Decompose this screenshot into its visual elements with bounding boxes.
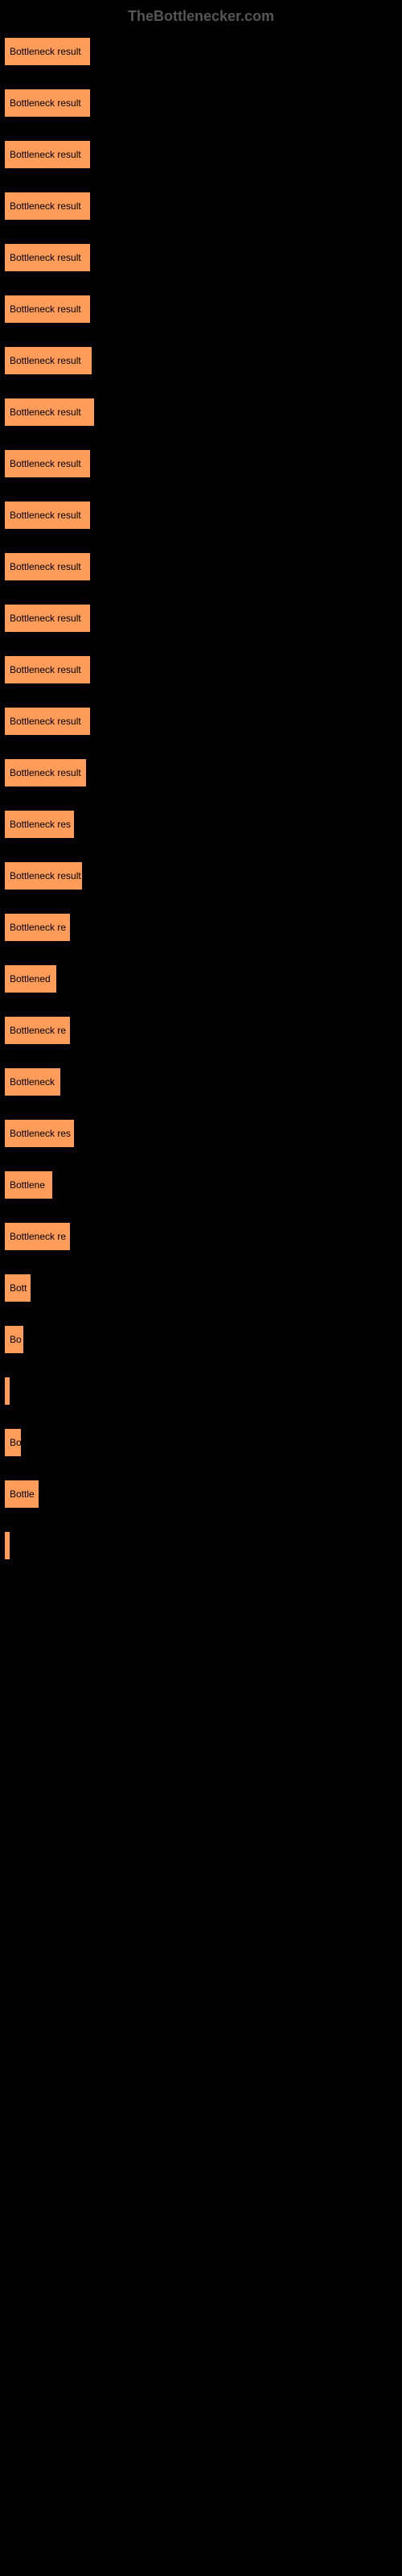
bar-row: Bottleneck res: [4, 810, 398, 839]
bar: Bottleneck result: [4, 295, 91, 324]
bar-row: Bottlened: [4, 964, 398, 993]
bar-row: Bottleneck result: [4, 604, 398, 633]
bar-row: Bottleneck result: [4, 655, 398, 684]
bar-row: Bottle: [4, 1480, 398, 1509]
bar: [4, 1377, 10, 1406]
bar: Bottleneck result: [4, 861, 83, 890]
bar: Bottleneck result: [4, 449, 91, 478]
bar-row: [4, 1531, 398, 1560]
bar: [4, 1531, 10, 1560]
bar-row: Bottleneck re: [4, 1016, 398, 1045]
bar-row: Bottleneck result: [4, 243, 398, 272]
bar: Bott: [4, 1274, 31, 1302]
bar-row: Bottleneck result: [4, 707, 398, 736]
bar: Bottlene: [4, 1170, 53, 1199]
bar-row: Bottleneck result: [4, 37, 398, 66]
bar: Bottleneck result: [4, 192, 91, 221]
bar: Bottleneck result: [4, 758, 87, 787]
bar: Bottleneck result: [4, 398, 95, 427]
bar-row: Bottleneck result: [4, 140, 398, 169]
bar-row: Bottleneck result: [4, 89, 398, 118]
bar: Bottleneck result: [4, 552, 91, 581]
bar: Bottleneck result: [4, 707, 91, 736]
bar: Bottleneck result: [4, 346, 92, 375]
bar-row: Bott: [4, 1274, 398, 1302]
bar-row: [4, 1377, 398, 1406]
bar-row: Bottleneck result: [4, 398, 398, 427]
bar: Bottleneck result: [4, 655, 91, 684]
bar: Bottleneck res: [4, 810, 75, 839]
bar-row: Bottleneck result: [4, 295, 398, 324]
bar-row: Bottleneck result: [4, 192, 398, 221]
bar: Bottleneck re: [4, 1016, 71, 1045]
bar-row: Bottleneck result: [4, 346, 398, 375]
bar-chart: Bottleneck result Bottleneck result Bottle…: [4, 37, 398, 1560]
bar-row: Bottlene: [4, 1170, 398, 1199]
bar-row: Bottleneck result: [4, 861, 398, 890]
bar: Bottleneck res: [4, 1119, 75, 1148]
bar-row: Bottleneck: [4, 1067, 398, 1096]
bar-row: Bo: [4, 1428, 398, 1457]
bar: Bottleneck result: [4, 243, 91, 272]
bar-row: Bottleneck result: [4, 449, 398, 478]
bar-row: Bo: [4, 1325, 398, 1354]
bar: Bottleneck re: [4, 913, 71, 942]
bar-row: Bottleneck re: [4, 913, 398, 942]
bar: Bottleneck: [4, 1067, 61, 1096]
bar-row: Bottleneck result: [4, 758, 398, 787]
bar: Bottlened: [4, 964, 57, 993]
bar: Bottleneck result: [4, 89, 91, 118]
bar: Bo: [4, 1325, 24, 1354]
bar: Bo: [4, 1428, 22, 1457]
bar-row: Bottleneck re: [4, 1222, 398, 1251]
watermark-text: TheBottlenecker.com: [4, 8, 398, 25]
bar: Bottleneck result: [4, 501, 91, 530]
bar: Bottleneck result: [4, 604, 91, 633]
bar-row: Bottleneck result: [4, 501, 398, 530]
bar: Bottleneck re: [4, 1222, 71, 1251]
bar: Bottleneck result: [4, 140, 91, 169]
bar-row: Bottleneck result: [4, 552, 398, 581]
bar-row: Bottleneck res: [4, 1119, 398, 1148]
bar: Bottleneck result: [4, 37, 91, 66]
bar: Bottle: [4, 1480, 39, 1509]
